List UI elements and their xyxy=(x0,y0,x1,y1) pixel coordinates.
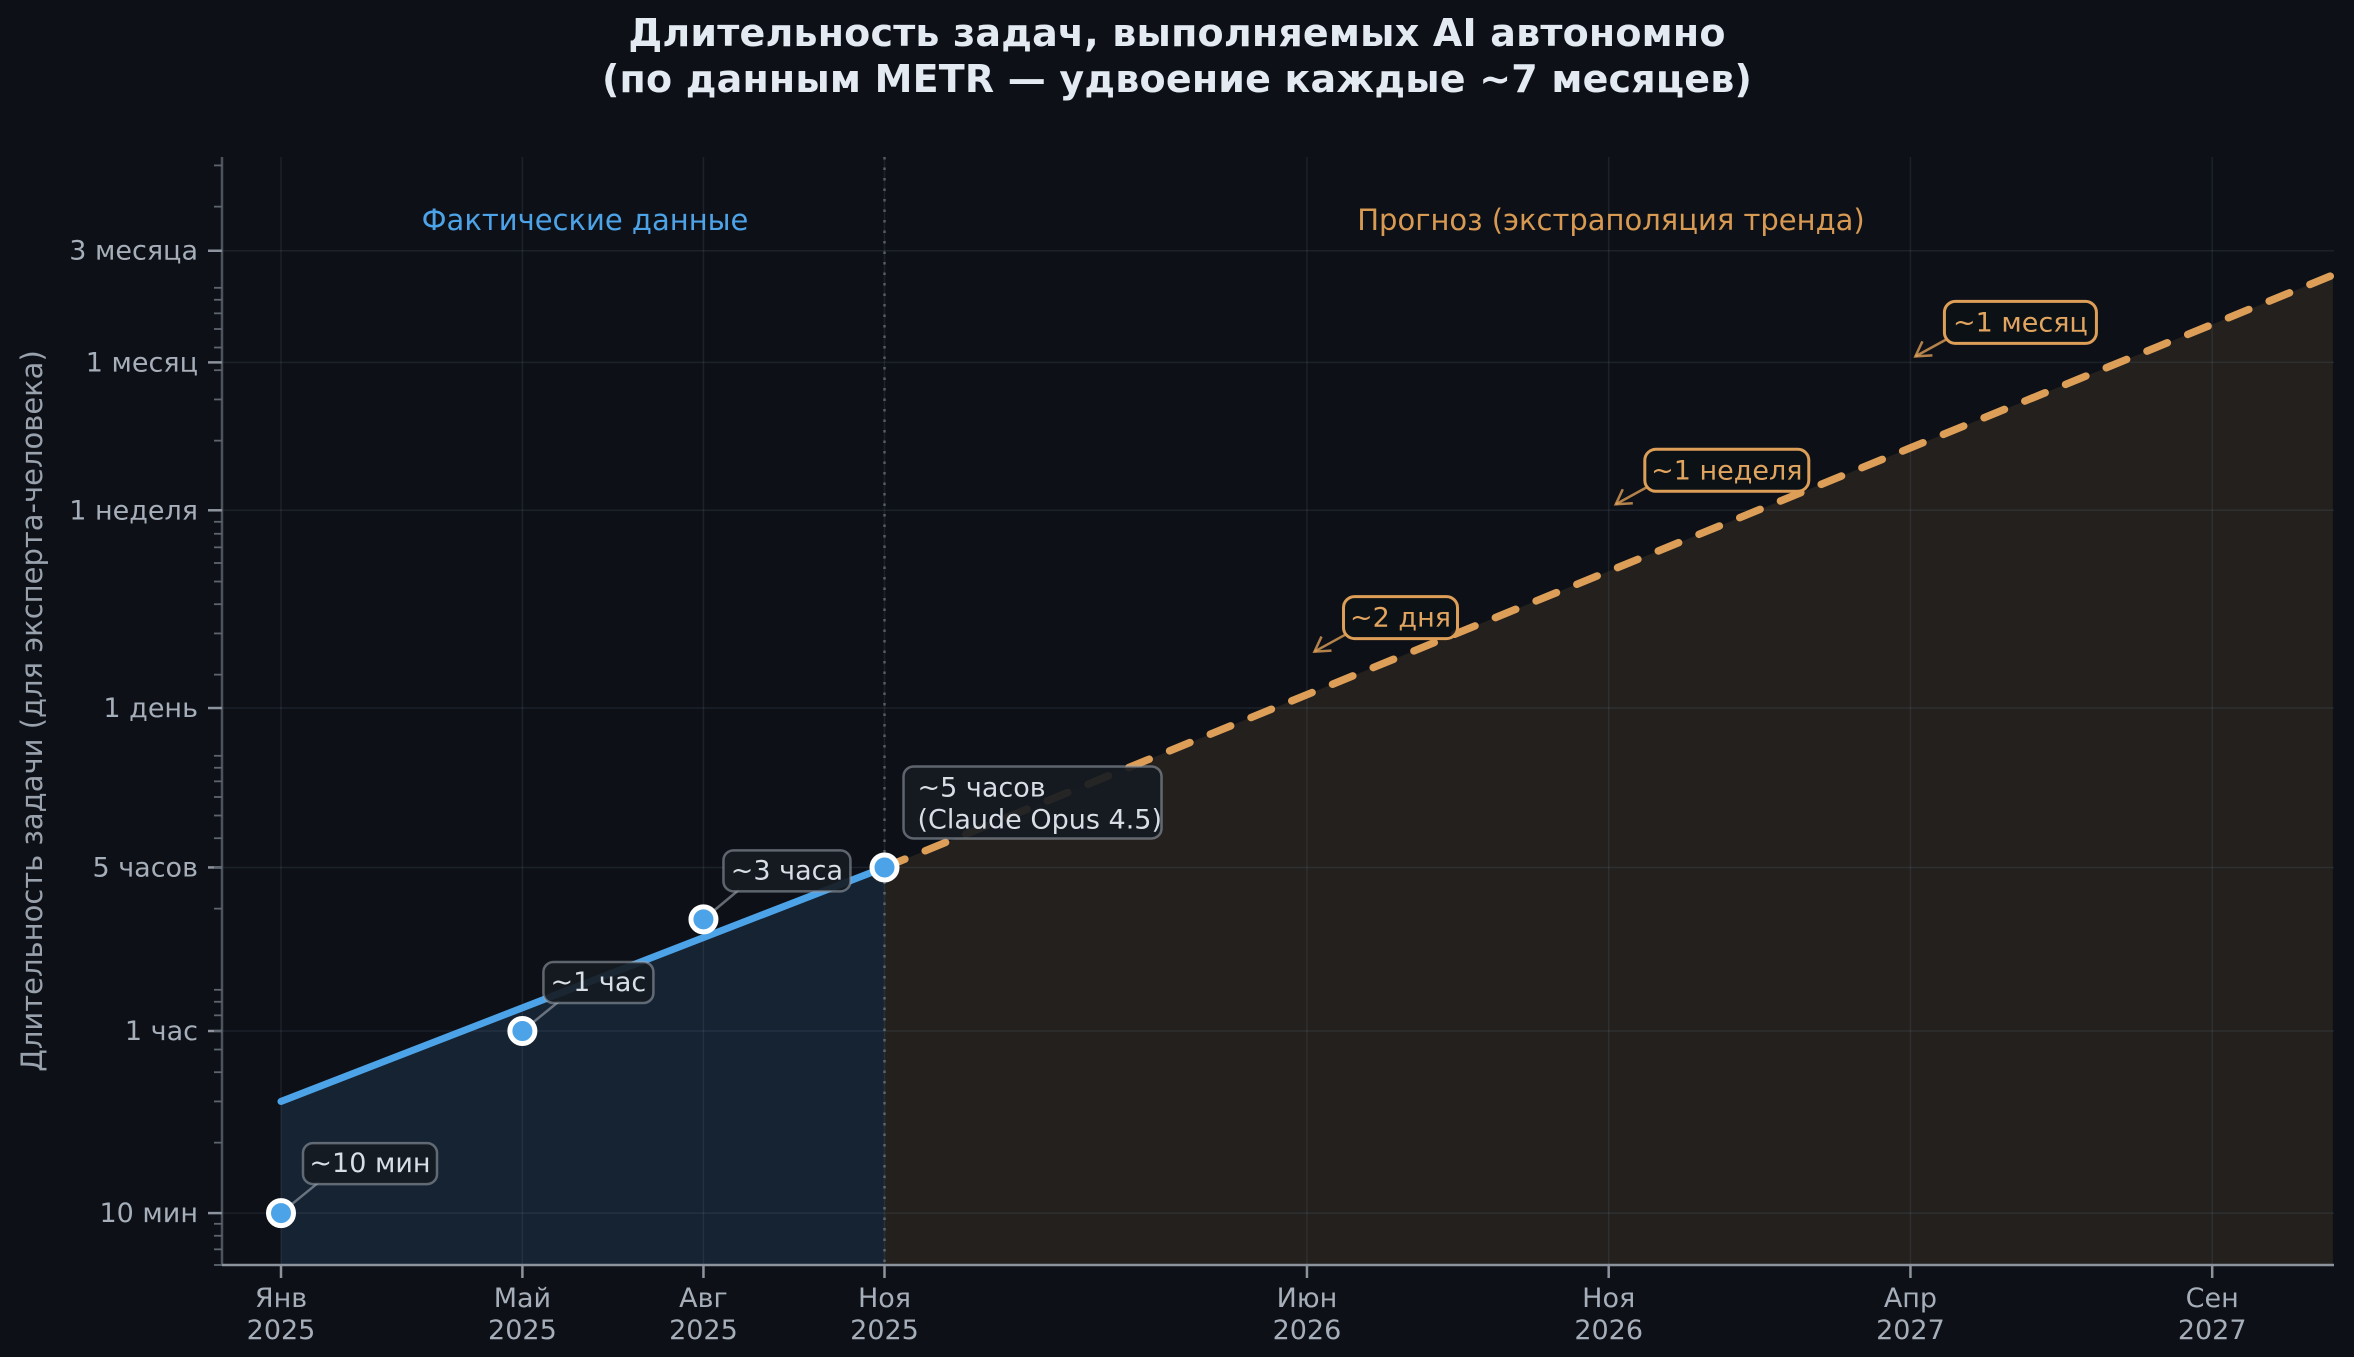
forecast-annotation-arrowhead xyxy=(1913,340,1933,358)
x-tick-label-month: Сен xyxy=(2186,1283,2239,1314)
x-tick-label-month: Июн xyxy=(1277,1283,1338,1314)
x-tick-label-month: Май xyxy=(494,1283,551,1314)
x-tick-label-year: 2026 xyxy=(1574,1315,1643,1346)
forecast-area xyxy=(884,275,2333,1265)
x-tick-label-year: 2025 xyxy=(850,1315,919,1346)
x-tick-label-month: Ноя xyxy=(858,1283,911,1314)
y-tick-label: 5 часов xyxy=(92,852,198,883)
x-tick-label-year: 2025 xyxy=(247,1315,316,1346)
x-tick-label-month: Апр xyxy=(1884,1283,1937,1314)
forecast-annotation-box xyxy=(1942,299,2098,345)
forecast-annotation-arrow xyxy=(1313,633,1347,653)
forecast-annotation-label: ~1 неделя xyxy=(1651,455,1802,486)
y-tick-label: 1 час xyxy=(125,1016,198,1047)
x-tick-label-month: Ноя xyxy=(1582,1283,1635,1314)
data-point-annotation-box xyxy=(902,765,1163,840)
forecast-annotation-arrow xyxy=(1615,486,1648,506)
data-point-annotation-box xyxy=(301,1141,439,1186)
y-tick-label: 10 мин xyxy=(99,1198,198,1229)
x-tick-label-year: 2027 xyxy=(2178,1315,2247,1346)
forecast-annotation-label: ~1 месяц xyxy=(1953,307,2088,338)
data-point-annotation-label: ~1 час xyxy=(551,967,647,998)
forecast-annotation-arrowhead xyxy=(1613,488,1633,506)
data-point-annotation-label: ~5 часов xyxy=(918,772,1046,803)
forecast-annotation-arrowhead xyxy=(1312,636,1332,653)
y-tick-label: 1 месяц xyxy=(86,347,198,378)
data-point-annotation-sublabel: (Claude Opus 4.5) xyxy=(918,804,1163,835)
x-tick-label-year: 2025 xyxy=(488,1315,557,1346)
x-tick-label-year: 2027 xyxy=(1876,1315,1945,1346)
data-point xyxy=(869,852,900,883)
y-tick-label: 1 день xyxy=(103,693,198,724)
legend-actual-label: Фактические данные xyxy=(422,203,749,237)
legend-forecast-label: Прогноз (экстраполяция тренда) xyxy=(1357,203,1864,237)
data-point-annotation-box xyxy=(722,849,852,893)
x-tick-label-year: 2026 xyxy=(1273,1315,1342,1346)
x-tick-label-year: 2025 xyxy=(669,1315,738,1346)
x-tick-label-month: Авг xyxy=(679,1283,728,1314)
data-point-annotation-label: ~10 мин xyxy=(309,1148,430,1179)
data-point-annotation-label: ~3 часа xyxy=(731,855,843,886)
forecast-annotation-box xyxy=(1342,595,1460,641)
x-tick-label-month: Янв xyxy=(255,1283,307,1314)
forecast-annotation-arrow xyxy=(1914,338,1948,358)
y-tick-label: 1 неделя xyxy=(69,495,198,526)
y-axis-label: Длительность задачи (для эксперта-челове… xyxy=(15,350,49,1072)
data-point xyxy=(688,904,719,935)
data-point-annotation-box xyxy=(542,960,655,1005)
forecast-annotation-label: ~2 дня xyxy=(1350,603,1451,634)
data-point xyxy=(507,1016,538,1046)
y-tick-label: 3 месяца xyxy=(69,236,198,267)
forecast-annotation-box xyxy=(1643,447,1811,493)
data-point xyxy=(266,1198,296,1229)
